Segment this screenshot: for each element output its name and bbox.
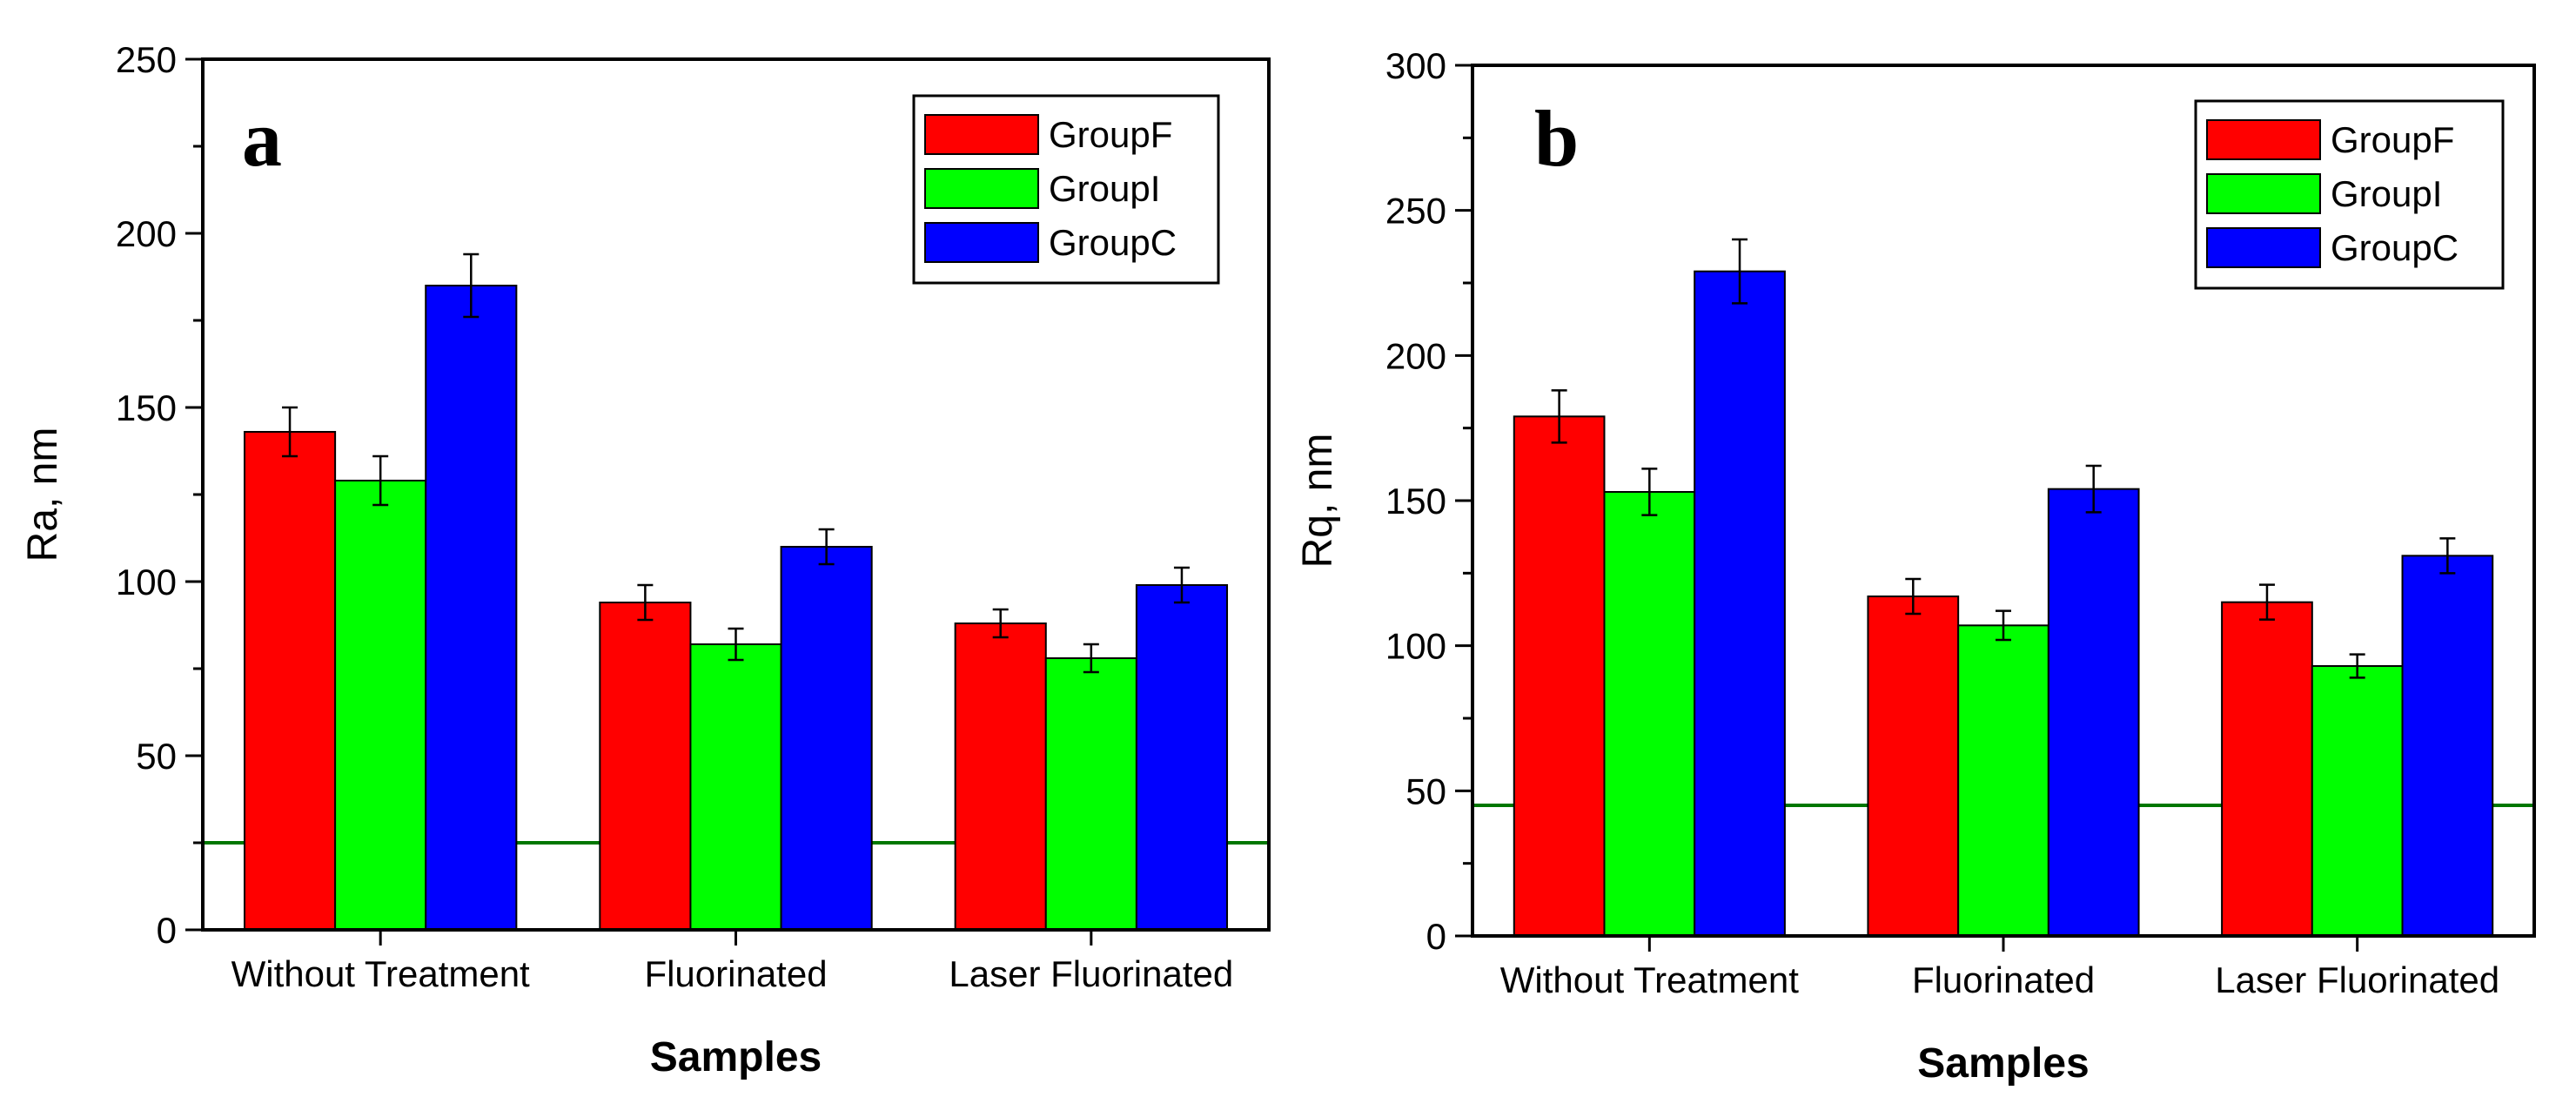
bar — [1603, 491, 1696, 937]
bar — [2401, 555, 2494, 937]
chart-panel-a: Without Treatment Fluorinated Laser Fluori… — [20, 39, 1271, 1080]
x-tick-label: Fluorinated — [644, 953, 827, 994]
bar — [1957, 624, 2049, 937]
y-tick-label: 150 — [1385, 481, 1446, 522]
bar — [243, 431, 337, 931]
y-tick-label: 300 — [1385, 45, 1446, 86]
bar — [1044, 657, 1137, 931]
legend-swatch — [924, 168, 1039, 209]
legend-swatch — [2206, 227, 2321, 268]
legend-label: GroupC — [1049, 222, 1177, 263]
y-tick-label: 250 — [116, 39, 177, 80]
bar — [1513, 415, 1606, 938]
y-tick-label: 100 — [1385, 626, 1446, 667]
y-tick-label: 200 — [116, 213, 177, 254]
x-tick-label: Without Treatment — [1500, 959, 1799, 1000]
x-tick-label: Laser Fluorinated — [2215, 959, 2499, 1000]
legend-label: GroupC — [2331, 227, 2459, 268]
bar — [780, 546, 873, 931]
y-tick-label: 50 — [1405, 771, 1446, 811]
plot-frame — [201, 57, 1271, 932]
x-axis-title: Samples — [1917, 1040, 2089, 1087]
bar — [2047, 488, 2140, 937]
y-tick-label: 0 — [157, 910, 177, 951]
panel-label: a — [242, 94, 282, 183]
legend-swatch — [2206, 173, 2321, 214]
legend-swatch — [2206, 119, 2321, 160]
legend-swatch — [924, 114, 1039, 155]
bar — [954, 623, 1047, 931]
bar — [599, 602, 692, 931]
legend: GroupF GroupI GroupC — [912, 94, 1220, 285]
y-tick-label: 0 — [1426, 916, 1446, 957]
legend-label: GroupF — [1049, 114, 1172, 155]
y-tick-label: 100 — [116, 562, 177, 602]
bar — [1694, 270, 1786, 937]
y-axis-title: Rq, nm — [1295, 434, 1341, 569]
y-axis-title: Ra, nm — [20, 427, 66, 562]
y-tick-label: 150 — [116, 387, 177, 428]
bar — [334, 480, 427, 931]
legend-label: GroupI — [2331, 173, 2442, 214]
legend-label: GroupI — [1049, 168, 1160, 209]
x-tick-label: Fluorinated — [1912, 959, 2095, 1000]
panel-label: b — [1534, 94, 1579, 183]
bar — [2221, 601, 2313, 938]
y-tick-label: 200 — [1385, 335, 1446, 376]
chart-panel-b: Without Treatment Fluorinated Laser Fluori… — [1295, 45, 2536, 1087]
x-axis-title: Samples — [650, 1034, 822, 1080]
bar — [689, 643, 782, 931]
x-tick-label: Laser Fluorinated — [949, 953, 1233, 994]
x-tick-label: Without Treatment — [231, 953, 530, 994]
bar — [1135, 584, 1229, 931]
bar — [2311, 665, 2404, 937]
plot-frame — [1471, 64, 2536, 938]
legend-label: GroupF — [2331, 119, 2454, 160]
legend: GroupF GroupI GroupC — [2194, 99, 2505, 290]
legend-swatch — [924, 222, 1039, 263]
y-tick-label: 50 — [136, 736, 177, 777]
bar — [425, 285, 518, 931]
y-tick-label: 250 — [1385, 191, 1446, 232]
bar — [1867, 596, 1960, 937]
